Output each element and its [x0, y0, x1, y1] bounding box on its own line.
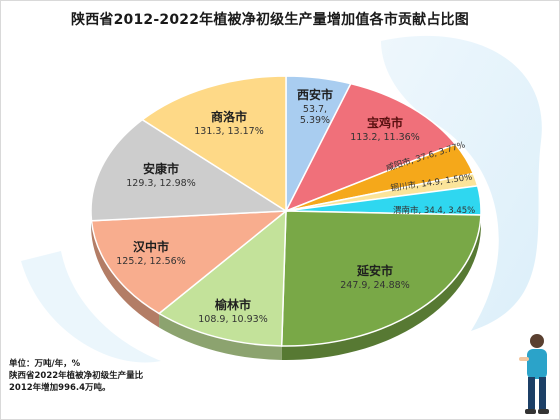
slice-value-宝鸡市: 113.2, 11.36% — [350, 132, 419, 143]
slice-depth-榆林市 — [159, 313, 282, 360]
note-text: 陕西省2022年植被净初级生产量比2012年增加996.4万吨。 — [9, 371, 144, 393]
slice-value-榆林市: 108.9, 10.93% — [198, 314, 267, 325]
slice-安康市 — [90, 118, 289, 222]
background-wave — [381, 35, 542, 331]
slice-value-安康市: 129.3, 12.98% — [126, 178, 195, 189]
slice-name-宝鸡市: 宝鸡市 — [367, 115, 403, 130]
unit-note: 单位：万吨/年，% 陕西省2022年植被净初级生产量比2012年增加996.4万… — [9, 358, 149, 394]
slice-depth-延安市 — [281, 215, 481, 360]
unit-text: 单位：万吨/年，% — [9, 359, 81, 369]
chart-title: 陕西省2012-2022年植被净初级生产量增加值各市贡献占比图 — [71, 12, 469, 28]
slice-name-西安市: 西安市 — [297, 87, 333, 102]
person-illustration-icon — [519, 334, 549, 414]
slice-value-延安市: 247.9, 24.88% — [340, 280, 409, 291]
slice-延安市 — [280, 210, 482, 347]
slice-榆林市 — [157, 209, 287, 347]
slice-depth-汉中市 — [91, 220, 160, 328]
slice-name-铜川市: 铜川市 — [390, 179, 417, 194]
slice-value-西安市-1: 5.39% — [300, 115, 330, 126]
slice-name-安康市: 安康市 — [143, 161, 179, 176]
slice-name-渭南市: 渭南市 — [393, 205, 419, 216]
slice-label-渭南市: 渭南市, 34.4, 3.45% — [393, 205, 475, 216]
slice-name-延安市: 延安市 — [356, 263, 393, 278]
slice-name-榆林市: 榆林市 — [215, 297, 251, 312]
pie-slices — [90, 75, 482, 347]
slice-value-渭南市: , 34.4, 3.45% — [419, 206, 476, 216]
background-wave-2 — [21, 251, 161, 363]
slice-宝鸡市 — [284, 82, 457, 213]
slice-汉中市 — [90, 210, 289, 315]
slice-商洛市 — [141, 75, 287, 213]
slice-name-商洛市: 商洛市 — [211, 109, 247, 124]
slice-value-西安市: 53.7, — [303, 104, 327, 115]
slice-value-商洛市: 131.3, 13.17% — [194, 126, 263, 137]
slice-value-汉中市: 125.2, 12.56% — [116, 256, 185, 267]
slice-name-汉中市: 汉中市 — [133, 239, 169, 254]
